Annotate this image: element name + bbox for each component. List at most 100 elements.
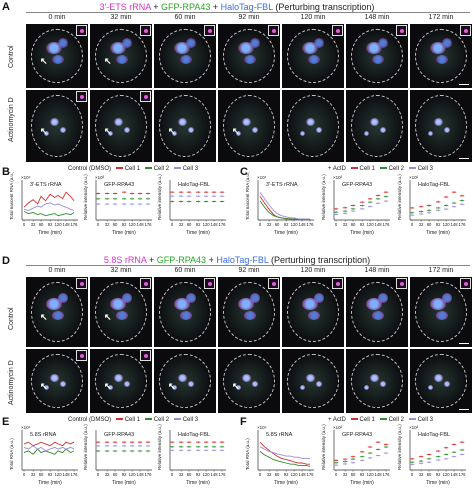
legend-swatch-cell2 [379, 418, 387, 421]
x-axis-label: Time (min) [186, 480, 210, 486]
series-line-1 [259, 196, 310, 220]
nucleus-outline [415, 354, 467, 408]
legend-swatch-cell2 [144, 167, 152, 170]
title-condition: (Perturbing transcription) [268, 255, 371, 265]
micrograph-image [410, 24, 472, 88]
y-axis-label: Relative intensity (a.u.) [397, 174, 402, 220]
legend-b: Control (DMSO) Cell 1 Cell 2 Cell 3 [68, 166, 198, 172]
nucleolus [442, 38, 452, 48]
x-tick-label: 92 [284, 472, 289, 477]
nucleolus [180, 55, 192, 64]
x-axis-label: Time (min) [274, 230, 298, 236]
nucleolus [300, 385, 305, 390]
x-tick-label: 148 [63, 222, 71, 227]
nucleolus [444, 127, 450, 133]
timepoint-label: 92 min [238, 267, 260, 274]
panel-label-e: E [2, 416, 10, 428]
x-tick-label: 176 [459, 222, 467, 227]
timepoint-label: 172 min [428, 14, 454, 21]
zoom-inset [460, 278, 471, 289]
x-tick-label: 32 [179, 222, 184, 227]
inset-spot [144, 354, 148, 358]
micrograph-image: ↖ [218, 90, 280, 162]
x-tick-label: 120 [129, 222, 137, 227]
micrograph-image: ↖ [26, 349, 88, 413]
nucleolus [124, 381, 130, 387]
nucleolus [372, 311, 384, 320]
inset-spot [272, 29, 276, 33]
x-tick-label: 0 [23, 472, 26, 477]
row-label-actd-d: Actinomycin D [8, 360, 15, 405]
x-tick-label: 0 [23, 222, 26, 227]
title-plus: + [150, 2, 162, 12]
x-tick-label: 148 [451, 472, 459, 477]
nucleolus [436, 55, 448, 64]
x-tick-label: 92 [48, 472, 53, 477]
chart-E-mid: GFP-RPA43 Relative intensity (a.u.) Time (… [83, 424, 152, 486]
nucleolus [116, 55, 128, 64]
inset-spot [336, 29, 340, 33]
nucleolus [44, 131, 49, 136]
legend-swatch-cell1 [115, 167, 123, 170]
chart-title: GFP-RPA43 [342, 182, 372, 188]
x-axis-label: Time (min) [274, 480, 298, 486]
x-tick-label: 60 [427, 472, 432, 477]
inset-spot [400, 282, 404, 286]
chart-title: HaloTag-FBL [178, 432, 210, 438]
nucleus-outline [159, 354, 211, 408]
nucleolus [186, 293, 196, 303]
chart-title: GFP-RPA43 [104, 432, 134, 438]
plots-bc: 3′-ETS rRNA ×10⁴ Total nascent RNA (a.u.) T… [9, 172, 467, 236]
micrograph-image [346, 90, 408, 162]
nucleus-outline [287, 95, 339, 157]
y-axis-label: Relative intensity (a.u.) [321, 424, 326, 470]
x-tick-label: 32 [419, 472, 424, 477]
legend-swatch-cell3 [408, 418, 416, 421]
nucleolus [244, 311, 256, 320]
timepoint-label: 148 min [364, 267, 390, 274]
exponent-label: ×10⁴ [21, 425, 31, 430]
title-58s: 5.8S rRNA [103, 255, 147, 265]
micrograph-image [218, 24, 280, 88]
legend-e-prefix: Control (DMSO) [68, 417, 112, 423]
nucleolus [124, 127, 130, 133]
pointer-arrow-icon: ↖ [232, 381, 240, 391]
x-tick-label: 120 [203, 472, 211, 477]
y-axis-label: Relative intensity (a.u.) [397, 424, 402, 470]
exponent-label: ×10² [409, 175, 419, 180]
scale-bar [459, 157, 469, 159]
x-tick-label: 148 [211, 472, 219, 477]
zoom-inset [268, 25, 279, 36]
pointer-arrow-icon: ↖ [168, 381, 176, 391]
timepoint-label: 120 min [300, 14, 326, 21]
chart-title: HaloTag-FBL [178, 182, 210, 188]
x-tick-label: 120 [203, 222, 211, 227]
x-tick-label: 120 [291, 472, 299, 477]
nucleolus [172, 131, 177, 136]
micrograph-image: ↖ [218, 349, 280, 413]
nucleolus [370, 118, 379, 126]
nucleolus [428, 131, 433, 136]
zoom-inset [204, 278, 215, 289]
zoom-inset [76, 91, 87, 102]
micrograph-image: ↖ [90, 24, 152, 88]
x-tick-label: 92 [360, 472, 365, 477]
title-rule [26, 12, 470, 13]
nucleolus [236, 131, 241, 136]
legend-swatch-cell3 [173, 418, 181, 421]
nucleolus [60, 381, 66, 387]
y-axis-label: Total RNA (a.u.) [9, 438, 14, 470]
legend-swatch-cell2 [379, 167, 387, 170]
series-line-2 [23, 210, 75, 217]
row-label-control-a: Control [8, 45, 15, 68]
chart-F-right: HaloTag-FBL ×10² Relative intensity (a.u.)… [397, 424, 466, 486]
y-axis-label: Total nascent RNA (a.u.) [245, 172, 250, 220]
chart-F-left: 5.8S rRNA ×10⁴ Total RNA (a.u.) Time (min) 0… [245, 425, 314, 486]
nucleolus [250, 293, 260, 303]
x-tick-label: 60 [113, 222, 118, 227]
nucleus-outline [223, 354, 275, 408]
inset-spot [208, 282, 212, 286]
nucleus-outline [223, 95, 275, 157]
x-tick-label: 176 [307, 222, 315, 227]
x-tick-label: 32 [343, 222, 348, 227]
